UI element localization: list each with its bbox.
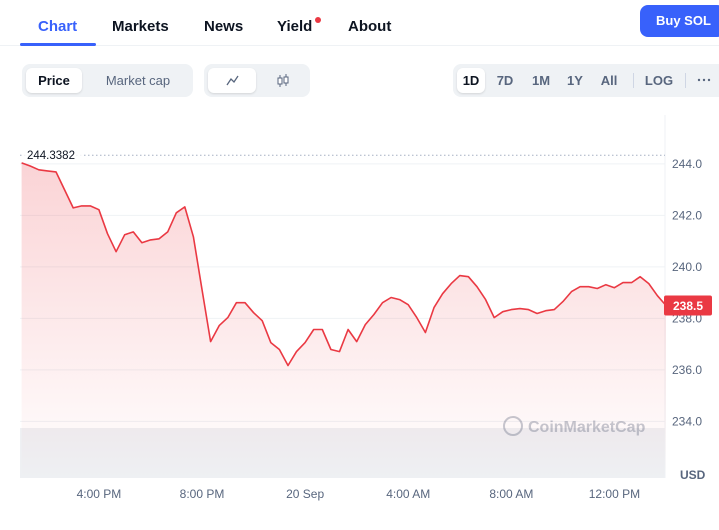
divider xyxy=(633,73,634,88)
x-tick-label: 12:00 PM xyxy=(589,487,640,501)
tab[interactable]: About xyxy=(348,18,392,35)
x-tick-label: 8:00 PM xyxy=(180,487,225,501)
y-tick-label: 234.0 xyxy=(672,414,702,428)
current-price-badge xyxy=(664,295,712,316)
y-unit: USD xyxy=(680,468,706,482)
tab[interactable]: Yield xyxy=(277,18,313,35)
reference-label-bg xyxy=(24,147,82,163)
mode-option[interactable]: Market cap xyxy=(105,73,171,88)
price-area xyxy=(21,162,667,478)
y-tick-label: 242.0 xyxy=(672,208,702,222)
divider xyxy=(685,73,686,88)
range-toggle: 1D 7D 1M 1Y All LOG xyxy=(453,64,719,97)
tab[interactable]: Chart xyxy=(38,18,78,35)
line-style[interactable] xyxy=(208,68,256,93)
range-option[interactable]: 1D xyxy=(457,68,485,93)
y-tick-label: 236.0 xyxy=(672,363,702,377)
tab-underline xyxy=(20,43,96,46)
price-line xyxy=(21,162,667,367)
chart-style-toggle xyxy=(204,64,310,97)
x-tick-label: 8:00 AM xyxy=(489,487,533,501)
range-option[interactable]: All xyxy=(600,73,618,88)
candle-style[interactable] xyxy=(260,68,306,93)
x-tick-label: 4:00 AM xyxy=(386,487,430,501)
y-tick-label: 244.0 xyxy=(672,157,702,171)
range-option[interactable]: 1Y xyxy=(567,73,583,88)
tab[interactable]: Markets xyxy=(112,18,169,35)
x-tick-label: 20 Sep xyxy=(286,487,324,501)
more-icon[interactable] xyxy=(693,74,717,86)
range-option[interactable]: 7D xyxy=(496,73,514,88)
nav-border xyxy=(0,45,719,46)
mode-toggle: Price Market cap xyxy=(22,64,193,97)
buy-label: Buy SOL xyxy=(656,13,711,28)
reference-label: 244.3382 xyxy=(27,150,75,162)
new-dot xyxy=(315,17,321,23)
candle-icon xyxy=(277,74,289,87)
x-tick-label: 4:00 PM xyxy=(77,487,122,501)
current-price-label: 238.5 xyxy=(673,299,703,313)
buy-button[interactable]: Buy SOL xyxy=(640,5,719,37)
mode-option[interactable]: Price xyxy=(26,68,82,93)
y-tick-label: 240.0 xyxy=(672,260,702,274)
line-icon xyxy=(226,75,239,86)
range-option[interactable]: LOG xyxy=(644,73,674,88)
tab[interactable]: News xyxy=(204,18,244,35)
range-option[interactable]: 1M xyxy=(531,73,551,88)
